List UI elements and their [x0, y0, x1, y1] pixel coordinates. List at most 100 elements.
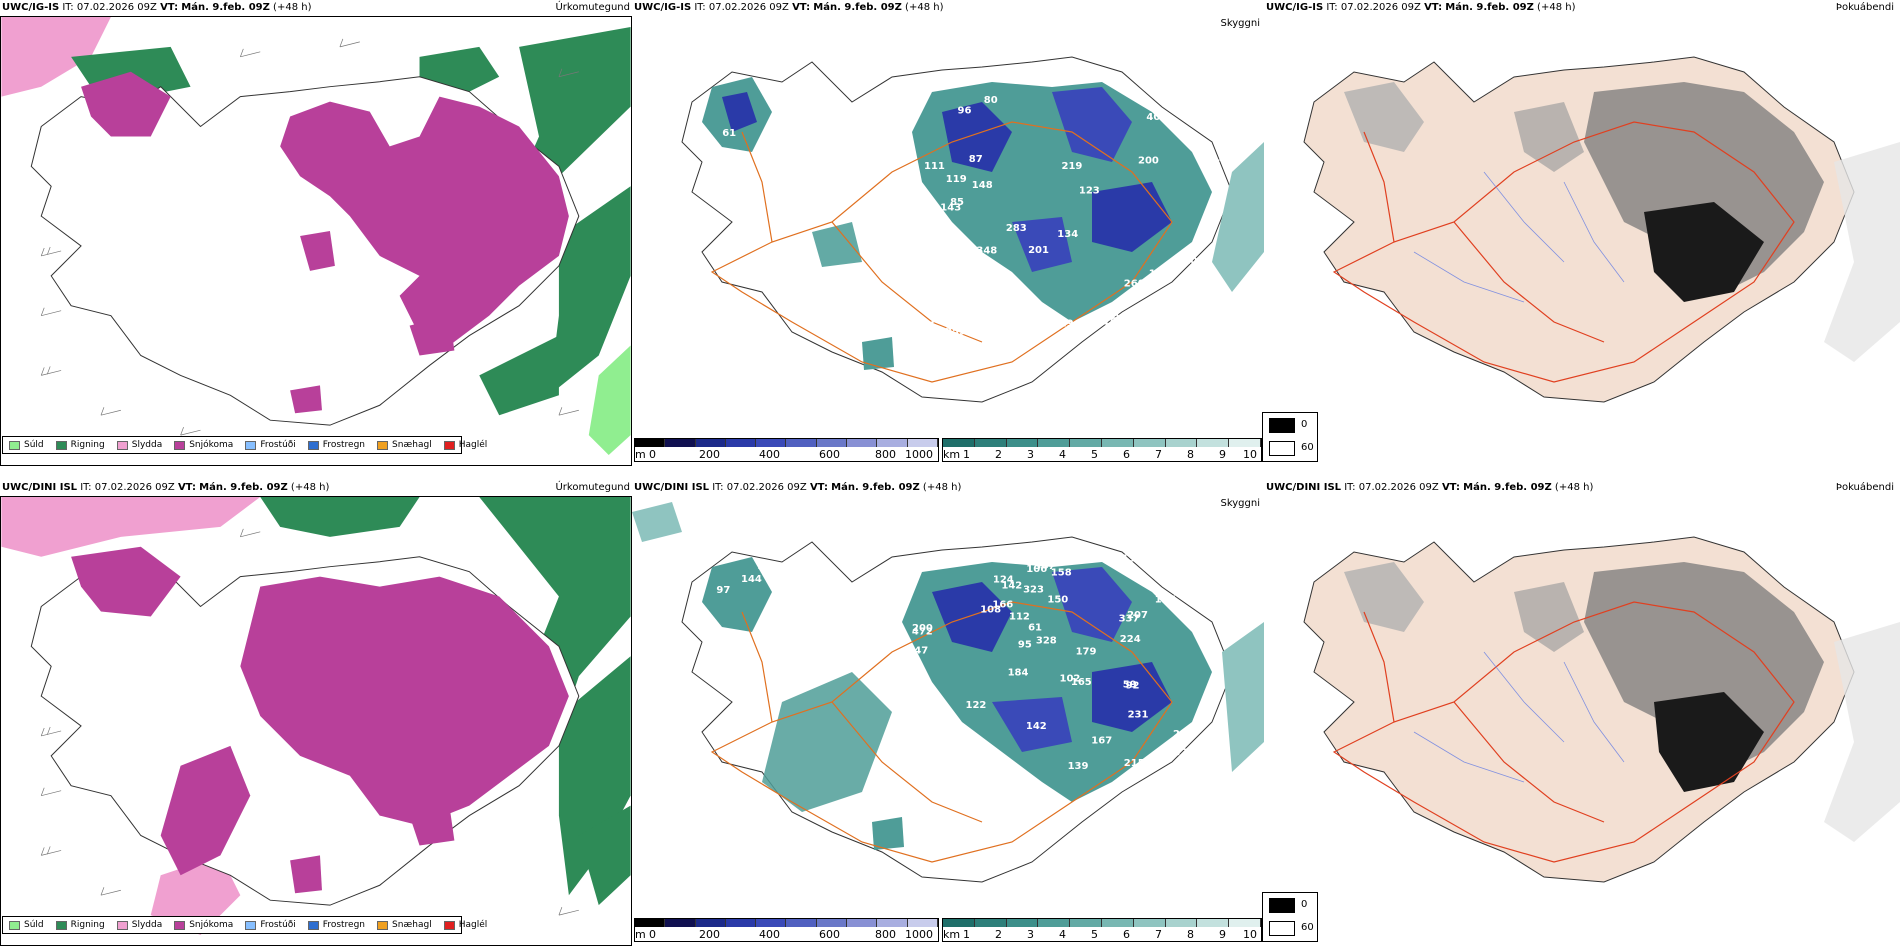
colorbar-cell — [974, 919, 1007, 927]
visibility-label: 98 — [755, 629, 769, 640]
visibility-label: 47 — [969, 255, 983, 266]
fog-panel-top: UWC/IG-IS IT: 07.02.2026 09Z VT: Mán. 9.… — [1264, 0, 1900, 470]
visibility-label: 74 — [923, 240, 937, 251]
colorbar-cell — [725, 439, 757, 447]
visibility-label: 125 — [1194, 291, 1215, 302]
colorbar-cell — [1101, 439, 1134, 447]
visibility-label: 224 — [1120, 634, 1141, 645]
tick: 8 — [1187, 928, 1194, 941]
visibility-label: 143 — [940, 202, 961, 213]
visibility-label: 102 — [1060, 674, 1081, 685]
visibility-label: 97 — [1198, 757, 1212, 768]
panel-title: Skyggni — [1220, 18, 1260, 29]
tick: 1000 — [905, 448, 933, 461]
visibility-label: 66 — [758, 162, 772, 173]
height-colorbar: m 0 200 400 600 800 1000 — [634, 918, 939, 942]
visibility-label: 203 — [1161, 97, 1182, 108]
precip-panel-bottom: UWC/DINI ISL IT: 07.02.2026 09Z VT: Mán.… — [0, 480, 632, 950]
visibility-label: 200 — [1138, 156, 1159, 167]
visibility-unit: km — [943, 928, 961, 941]
height-colorbar: m 0 200 400 600 800 1000 — [634, 438, 939, 462]
colorbar-cell — [695, 439, 726, 447]
colorbar-cell — [635, 439, 666, 447]
colorbar-cell — [725, 919, 757, 927]
legend-item-hail: Haglél — [443, 440, 487, 450]
visibility-label: 200 — [912, 623, 933, 634]
visibility-label: 133 — [740, 658, 761, 669]
panel-header: UWC/IG-IS IT: 07.02.2026 09Z VT: Mán. 9.… — [1266, 2, 1576, 13]
visibility-label: 139 — [1068, 761, 1089, 772]
colorbar-cell — [1038, 439, 1071, 447]
tick: 7 — [1155, 928, 1162, 941]
visibility-label: 142 — [1001, 581, 1022, 592]
tick: 800 — [875, 928, 896, 941]
visibility-label: 231 — [1128, 710, 1149, 721]
visibility-label: 376 — [1174, 747, 1195, 758]
visibility-label: 114 — [1198, 739, 1219, 750]
legend-item-snow-pellets: Snæhagl — [377, 440, 432, 450]
fog-map — [1303, 536, 1900, 883]
visibility-label: 97 — [716, 585, 730, 596]
tick: 5 — [1091, 448, 1098, 461]
legend-item-freezing-drizzle: Frostúði — [245, 440, 296, 450]
tick: 200 — [699, 448, 720, 461]
visibility-label: 335 — [1200, 159, 1221, 170]
visibility-label: 166 — [722, 164, 743, 175]
height-unit: m — [635, 928, 646, 941]
visibility-label: 180 — [959, 298, 980, 309]
colorbar-cell — [943, 439, 975, 447]
legend-item-sleet: Slydda — [116, 920, 162, 930]
colorbar-cell — [1229, 919, 1261, 927]
tick: 9 — [1219, 448, 1226, 461]
tick: 8 — [1187, 448, 1194, 461]
visibility-label: 212 — [1173, 729, 1194, 740]
visibility-label: 184 — [1008, 668, 1029, 679]
visibility-label: 165 — [1071, 677, 1092, 688]
tick: 600 — [819, 928, 840, 941]
colorbar-cell — [665, 439, 696, 447]
colorbar-cell — [1070, 439, 1102, 447]
visibility-label: 359 — [945, 327, 966, 338]
colorbar-cell — [907, 919, 938, 927]
colorbar-cell — [816, 919, 848, 927]
visibility-panel-top: UWC/IG-IS IT: 07.02.2026 09Z VT: Mán. 9.… — [632, 0, 1264, 470]
colorbar-cell — [1006, 919, 1039, 927]
colorbar-cell — [1229, 439, 1261, 447]
visibility-label: 216 — [1096, 317, 1117, 328]
visibility-colorbar: km 1 2 3 4 5 6 7 8 9 10 — [942, 918, 1262, 942]
legend-item-freezing-drizzle: Frostúði — [245, 920, 296, 930]
visibility-label: 119 — [946, 174, 967, 185]
visibility-label: 304 — [954, 248, 975, 259]
visibility-label: 111 — [924, 161, 945, 172]
visibility-label: 268 — [907, 190, 928, 201]
tick: 4 — [1059, 448, 1066, 461]
visibility-label: 134 — [1057, 229, 1078, 240]
panel-header: UWC/IG-IS IT: 07.02.2026 09Z VT: Mán. 9.… — [634, 2, 944, 13]
visibility-label: 376 — [930, 241, 951, 252]
panel-header: UWC/IG-IS IT: 07.02.2026 09Z VT: Mán. 9.… — [2, 2, 312, 13]
legend-item-hail: Haglél — [443, 920, 487, 930]
colorbar-cell — [756, 439, 787, 447]
legend-item-snow: Snjókoma — [174, 920, 233, 930]
visibility-label: 95 — [1018, 639, 1032, 650]
colorbar-cell — [756, 919, 787, 927]
visibility-label: 167 — [1091, 735, 1112, 746]
fog-legend-bottom: 0 60 — [1262, 892, 1318, 942]
fog-legend-high: 0 — [1301, 899, 1308, 910]
visibility-label: 110 — [1152, 557, 1173, 568]
tick: 10 — [1243, 448, 1257, 461]
colorbar-cell — [1197, 919, 1230, 927]
colorbar-cell — [1133, 919, 1166, 927]
visibility-label: 124 — [993, 575, 1014, 586]
colorbar-cell — [695, 919, 726, 927]
tick: 0 — [649, 448, 656, 461]
tick: 1 — [963, 448, 970, 461]
visibility-panel-bottom: UWC/DINI ISL IT: 07.02.2026 09Z VT: Mán.… — [632, 480, 1264, 950]
tick: 4 — [1059, 928, 1066, 941]
tick: 5 — [1091, 928, 1098, 941]
visibility-label: 239 — [1163, 94, 1184, 105]
tick: 10 — [1243, 928, 1257, 941]
colorbar-cell — [1165, 439, 1198, 447]
fog-legend-low: 60 — [1301, 922, 1314, 933]
